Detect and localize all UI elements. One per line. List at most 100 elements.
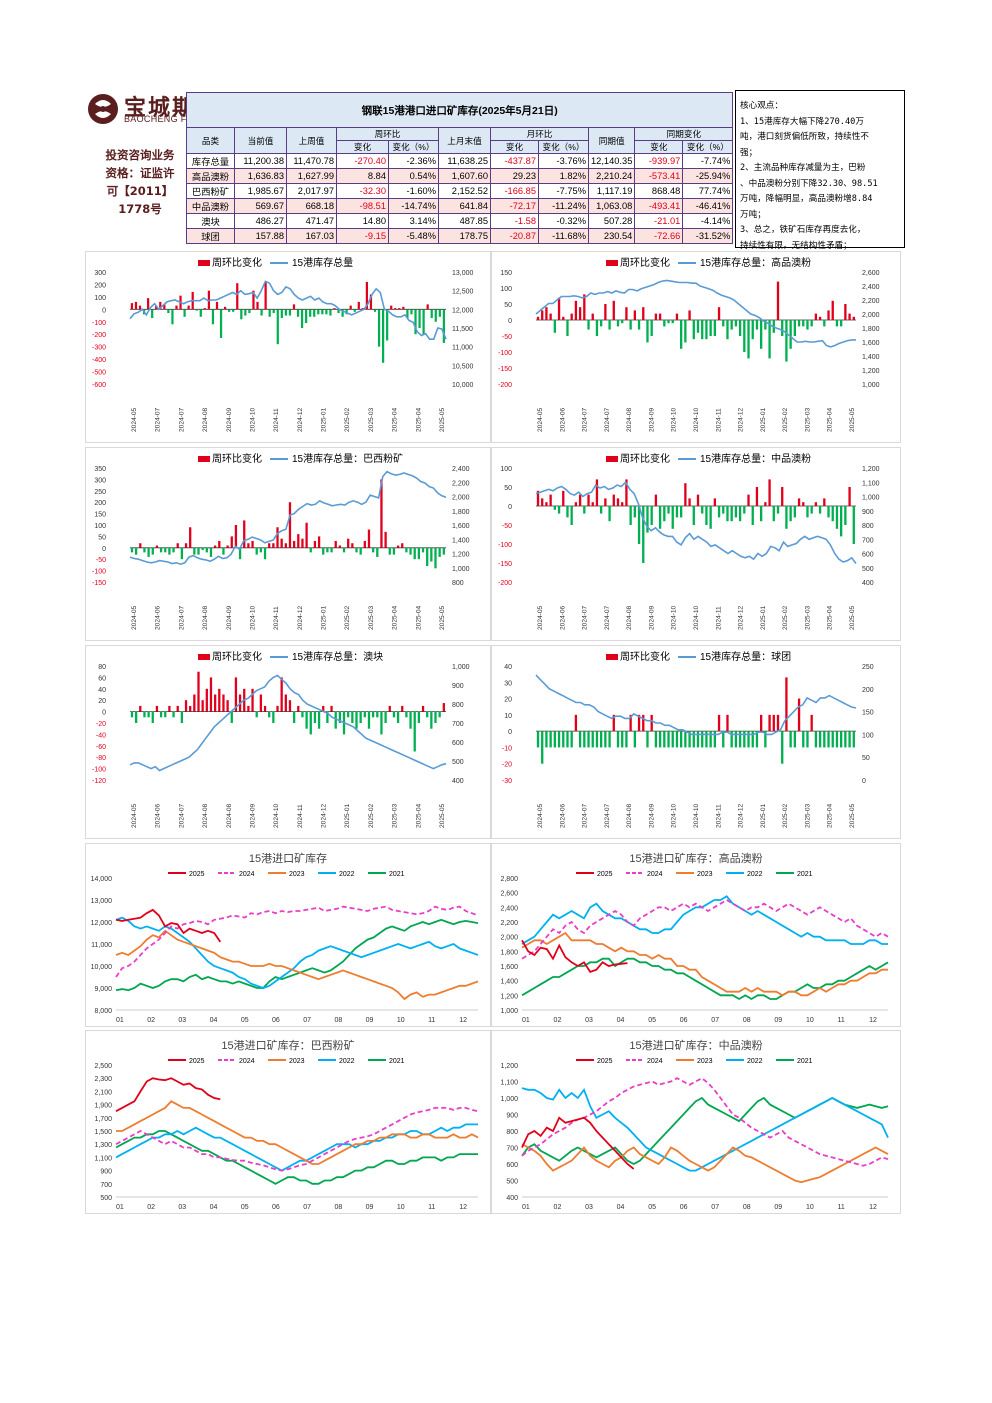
bar: [396, 711, 400, 723]
legend-label: 周环比变化: [212, 452, 262, 465]
chart-title: 15港进口矿库存: [249, 851, 327, 865]
advisory-qualification: 投资咨询业务 资格：证监许 可【2011】 1778号: [92, 146, 188, 218]
cell-current: 157.88: [234, 228, 287, 245]
y-tick: 1,600: [500, 964, 518, 971]
bar: [722, 506, 725, 514]
bar: [317, 711, 321, 729]
bar: [155, 305, 158, 310]
table-title-row: 钢联15港港口进口矿库存(2025年5月21日): [185, 92, 734, 128]
bar: [367, 711, 371, 729]
chart-mid-aus-wow: 周环比变化 15港库存总量：中品澳粉100500-50-100-150-2001,…: [498, 452, 880, 630]
y-left-tick: 350: [94, 466, 106, 473]
x-tick: 2024-10: [249, 605, 256, 630]
x-tick: 12: [869, 1017, 877, 1024]
x-tick: 2024-06: [559, 803, 566, 828]
bar: [380, 711, 383, 735]
y-right-tick: 600: [862, 552, 874, 559]
legend-label: 15港库存总量：球团: [700, 650, 791, 663]
bar: [785, 320, 788, 362]
bar: [292, 711, 296, 723]
bar: [139, 543, 142, 548]
bar: [434, 547, 437, 569]
bar: [680, 731, 683, 748]
series-line-2023: [116, 1100, 479, 1165]
x-tick: 08: [334, 1204, 342, 1211]
bar: [195, 309, 198, 311]
bar: [201, 547, 204, 551]
bar: [848, 731, 851, 748]
legend-label: 2025: [189, 1058, 205, 1065]
subheader-change-pct: 变化（%）: [388, 140, 439, 155]
x-tick: 2024-06: [155, 605, 162, 630]
bar: [844, 304, 847, 320]
bar: [663, 506, 666, 522]
bar: [701, 506, 704, 514]
bar: [218, 688, 221, 712]
bar: [341, 309, 344, 317]
series-line-2025: [521, 939, 628, 973]
x-tick: 2025-03: [804, 407, 811, 432]
bar: [347, 711, 350, 718]
x-tick: 12: [459, 1204, 467, 1211]
bar: [167, 309, 170, 314]
cell-yoy-pct: -46.41%: [682, 198, 734, 215]
bar: [675, 313, 679, 320]
bar: [764, 320, 767, 330]
cell-mom-pct: -11.24%: [538, 198, 589, 215]
y-right-tick: 11,500: [452, 326, 473, 333]
legend-label: 2021: [797, 1058, 813, 1065]
x-tick: 2025-05: [849, 605, 856, 630]
x-tick: 2024-10: [693, 803, 700, 828]
y-tick: 1,400: [500, 979, 518, 986]
y-left-tick: 0: [102, 307, 106, 314]
bar: [401, 543, 404, 548]
y-right-tick: 0: [862, 778, 866, 785]
bar: [392, 547, 396, 555]
bar: [175, 305, 178, 310]
bar: [852, 316, 855, 320]
bar: [751, 731, 754, 748]
bar: [802, 731, 805, 748]
bar: [688, 310, 691, 320]
bar: [545, 731, 548, 748]
bar: [223, 306, 227, 310]
bar: [570, 506, 573, 525]
x-tick: 2024-05: [537, 605, 544, 630]
bar: [793, 731, 796, 748]
legend-label: 15港库存总量：中品澳粉: [700, 452, 811, 465]
bar: [629, 320, 632, 330]
bar: [717, 714, 721, 732]
y-right-tick: 1,200: [862, 466, 880, 473]
x-tick: 2024-05: [131, 803, 138, 828]
cell-mom: 29.23: [490, 168, 539, 185]
bar: [827, 310, 830, 320]
y-tick: 800: [506, 1129, 518, 1136]
bar: [380, 479, 383, 548]
bar: [292, 540, 296, 548]
x-tick: 2025-04: [415, 803, 422, 828]
chart-panel-high-aus-seasonal: 15港进口矿库存：高品澳粉 2025 2024 2023 2022 2021 2,800 2,…: [491, 843, 901, 1027]
cell-last-month-end: 641.84: [438, 198, 491, 215]
cell-last-week: 11,470.78: [286, 153, 337, 170]
bar: [688, 498, 691, 506]
bar: [814, 731, 818, 748]
y-left-tick: -300: [92, 345, 106, 352]
y-tick: 1,300: [94, 1142, 112, 1149]
y-right-tick: 200: [862, 687, 874, 694]
chart-total-wow: 周环比变化 15港库存总量 300 200 100 0 -100 -200 -300 -400 -5…: [92, 256, 474, 432]
bar: [743, 506, 746, 514]
bar: [442, 547, 445, 555]
chart-panel-total-seasonal: 15港进口矿库存 2025 2024 2023 2022 2021 14,000 13,000…: [85, 843, 491, 1027]
bar: [357, 301, 360, 310]
x-tick: 06: [272, 1017, 280, 1024]
cell-wow: 14.80: [336, 213, 389, 230]
bar: [230, 711, 233, 723]
chart-title: 15港进口矿库存：巴西粉矿: [221, 1038, 354, 1052]
bar: [168, 705, 171, 712]
y-left-tick: -200: [92, 332, 106, 339]
y-left-tick: -400: [92, 357, 106, 364]
y-tick: 1,900: [94, 1103, 112, 1110]
bar: [625, 307, 628, 320]
bar: [251, 540, 254, 548]
bar: [692, 506, 695, 525]
